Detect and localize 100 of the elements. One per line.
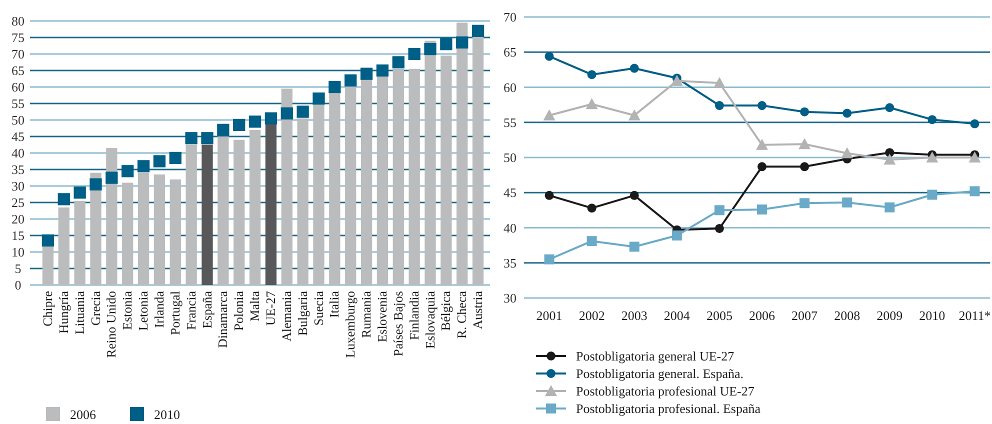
point xyxy=(544,254,554,264)
x-tick-label: UE-27 xyxy=(262,290,278,326)
x-tick-label: Bulgaria xyxy=(294,290,310,336)
y-tick-label: 65 xyxy=(504,44,516,60)
point xyxy=(587,204,596,213)
x-tick-label: Portugal xyxy=(167,290,182,336)
point xyxy=(376,64,389,77)
x-tick-label: 2003 xyxy=(621,308,648,323)
bar xyxy=(360,78,372,285)
bar xyxy=(456,22,468,285)
point xyxy=(928,115,937,124)
x-tick-label: Lituania xyxy=(72,290,87,334)
point xyxy=(217,124,230,136)
point xyxy=(587,70,596,80)
bar xyxy=(392,68,404,285)
point xyxy=(926,152,938,162)
point xyxy=(586,236,597,246)
y-tick-label: 15 xyxy=(12,228,24,244)
legend-label: 2010 xyxy=(154,407,180,422)
bar xyxy=(408,68,420,285)
point xyxy=(280,107,293,120)
point xyxy=(670,74,683,86)
point xyxy=(714,205,724,216)
y-tick-label: 5 xyxy=(14,261,22,276)
bar xyxy=(154,174,166,285)
point xyxy=(800,198,810,208)
bar xyxy=(234,140,245,285)
y-tick-label: 75 xyxy=(12,30,24,46)
y-tick-label: 50 xyxy=(504,150,516,166)
y-tick-label: 70 xyxy=(504,10,516,25)
point xyxy=(756,138,768,150)
x-tick-label: España xyxy=(199,290,214,329)
x-tick-label: Letonia xyxy=(136,290,151,331)
x-tick-label: Italia xyxy=(326,290,342,318)
point xyxy=(629,242,640,252)
point xyxy=(758,162,766,172)
y-tick-label: 30 xyxy=(504,290,516,306)
x-tick-label: Países Bajos xyxy=(390,291,406,356)
bar xyxy=(138,172,150,285)
x-tick-label: 2004 xyxy=(664,308,690,323)
point xyxy=(884,202,895,212)
point xyxy=(408,48,420,60)
bar xyxy=(202,144,213,285)
point xyxy=(456,36,468,49)
point xyxy=(970,186,980,196)
point xyxy=(630,64,639,73)
x-tick-label: 2006 xyxy=(749,308,776,323)
point xyxy=(360,68,373,80)
bar xyxy=(472,36,484,285)
bar xyxy=(265,123,277,285)
y-tick-label: 35 xyxy=(12,162,24,178)
x-tick-label: Francia xyxy=(183,290,198,330)
y-tick-label: 60 xyxy=(12,80,24,95)
point xyxy=(106,172,118,184)
point xyxy=(672,230,682,240)
x-tick-label: 2008 xyxy=(834,308,860,323)
bar xyxy=(345,87,356,285)
x-tick-label: Luxemburgo xyxy=(342,291,358,358)
bar xyxy=(42,245,54,285)
point xyxy=(586,98,598,110)
legend-label: Postobligatoria profesional UE-27 xyxy=(576,384,755,399)
x-tick-label: Reino Unido xyxy=(104,291,119,358)
bar xyxy=(440,56,452,285)
point xyxy=(628,109,640,120)
x-tick-label: 2001 xyxy=(536,308,562,323)
point xyxy=(74,186,86,199)
point xyxy=(472,24,484,37)
x-tick-label: 2011* xyxy=(958,308,991,323)
point xyxy=(328,80,341,94)
point xyxy=(798,138,811,150)
point xyxy=(885,103,894,112)
x-tick-label: Chipre xyxy=(40,290,55,326)
y-tick-label: 20 xyxy=(12,212,24,227)
x-tick-label: Hungría xyxy=(56,290,71,334)
bar xyxy=(329,92,340,285)
point xyxy=(757,204,767,214)
point xyxy=(424,42,436,56)
bar xyxy=(58,207,70,285)
point xyxy=(90,178,102,190)
bar xyxy=(376,75,388,285)
point xyxy=(201,132,214,144)
y-tick-label: 10 xyxy=(12,244,24,260)
y-tick-label: 55 xyxy=(504,114,516,130)
x-tick-label: Irlanda xyxy=(151,290,166,328)
x-tick-label: Dinamarca xyxy=(215,290,230,348)
point xyxy=(264,112,278,124)
point xyxy=(169,152,182,164)
point xyxy=(185,132,198,144)
point xyxy=(800,107,810,116)
bar xyxy=(106,148,118,285)
point xyxy=(544,190,554,200)
x-tick-label: Alemania xyxy=(278,290,294,342)
x-tick-label: Austria xyxy=(470,290,486,330)
x-tick-label: Finlandia xyxy=(406,290,422,340)
x-tick-label: 2002 xyxy=(578,308,605,323)
point xyxy=(248,116,262,128)
point xyxy=(714,224,724,233)
y-tick-label: 60 xyxy=(504,80,516,95)
point xyxy=(713,77,726,88)
bar xyxy=(297,118,308,285)
